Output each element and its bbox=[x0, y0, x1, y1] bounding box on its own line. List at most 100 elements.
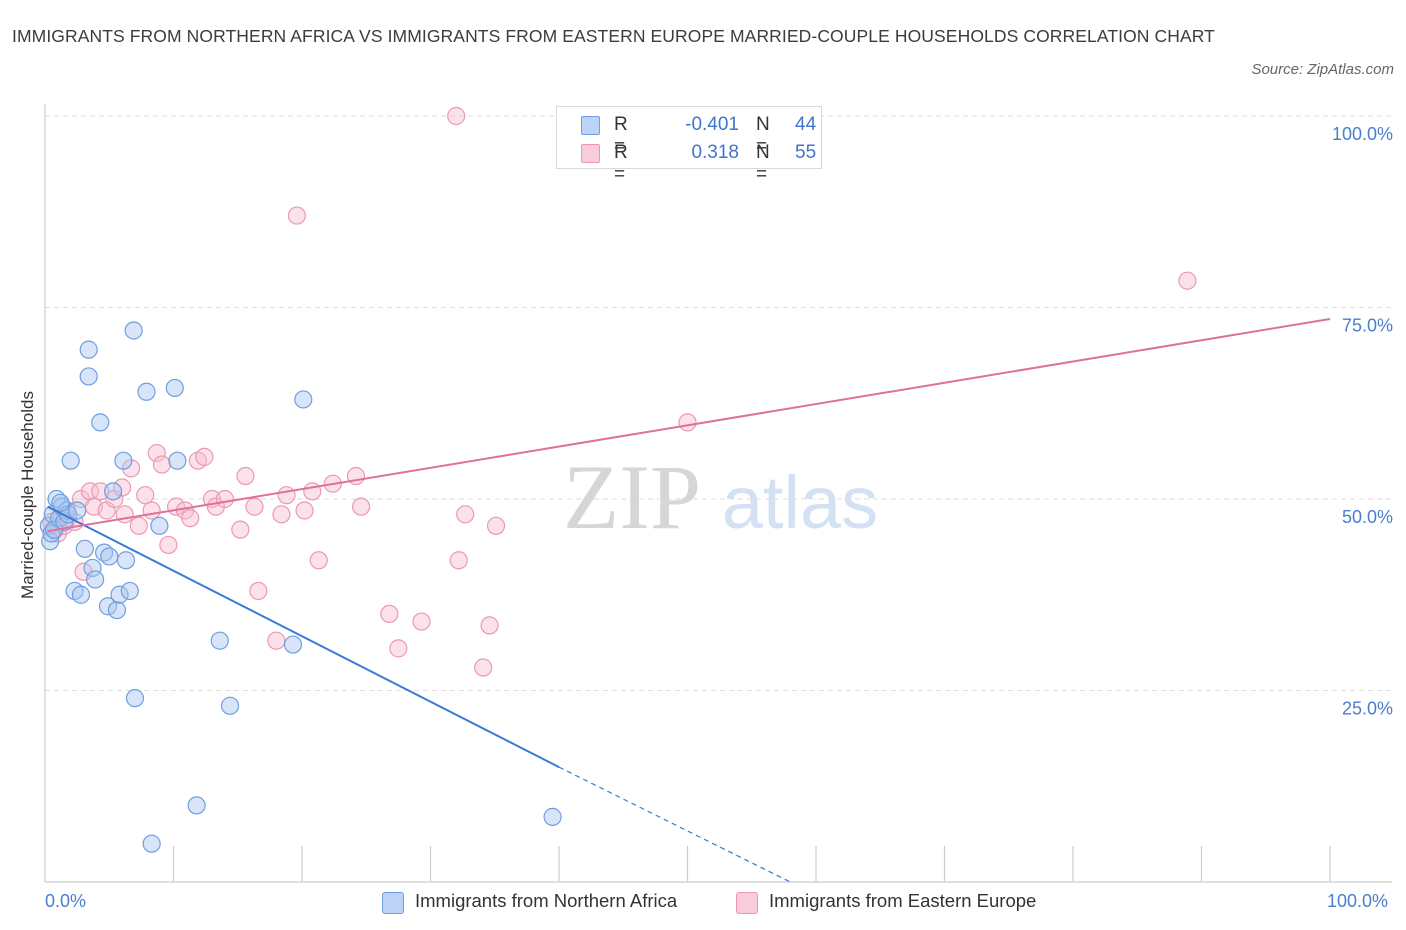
point-northern-africa bbox=[110, 585, 129, 604]
trend-lines bbox=[47, 318, 1331, 883]
point-eastern-europe bbox=[486, 516, 506, 535]
point-northern-africa bbox=[107, 600, 127, 620]
legend-r-value: 0.318 bbox=[691, 142, 739, 163]
point-eastern-europe bbox=[152, 455, 172, 474]
legend-n-value: 44 bbox=[795, 114, 817, 135]
x-tick-label-max: 100.0% bbox=[1327, 891, 1389, 911]
point-eastern-europe bbox=[147, 443, 166, 463]
point-eastern-europe bbox=[309, 551, 328, 570]
point-northern-africa bbox=[79, 367, 98, 386]
point-northern-africa bbox=[168, 451, 187, 470]
point-eastern-europe bbox=[389, 639, 408, 658]
point-eastern-europe bbox=[121, 459, 141, 478]
legend-swatch-blue bbox=[581, 116, 600, 135]
point-northern-africa bbox=[104, 482, 123, 501]
point-northern-africa bbox=[283, 635, 303, 654]
trend-line-northern-africa-extension bbox=[558, 766, 791, 883]
point-northern-africa bbox=[150, 516, 169, 535]
point-eastern-europe bbox=[112, 478, 132, 497]
point-northern-africa bbox=[116, 551, 136, 570]
x-tick-label-min: 0.0% bbox=[45, 891, 87, 911]
legend-n-label: N = bbox=[756, 142, 770, 185]
point-northern-africa bbox=[68, 501, 87, 520]
point-eastern-europe bbox=[380, 604, 399, 624]
legend-label-northern-africa: Immigrants from Northern Africa bbox=[415, 890, 678, 911]
point-eastern-europe bbox=[236, 466, 255, 486]
legend-n-value: 55 bbox=[795, 142, 817, 163]
point-eastern-europe bbox=[129, 516, 148, 535]
legend-swatch-pink bbox=[581, 144, 600, 163]
point-eastern-europe bbox=[142, 501, 161, 520]
point-eastern-europe bbox=[91, 482, 110, 501]
point-northern-africa bbox=[142, 834, 161, 853]
point-northern-africa bbox=[220, 696, 240, 715]
point-eastern-europe bbox=[287, 206, 306, 225]
legend-r-label: R = bbox=[614, 114, 628, 157]
y-tick-label: 75.0% bbox=[1342, 316, 1393, 336]
point-eastern-europe bbox=[267, 631, 286, 650]
point-eastern-europe bbox=[447, 106, 466, 126]
point-northern-africa bbox=[100, 547, 119, 566]
point-northern-africa bbox=[294, 390, 313, 409]
point-eastern-europe bbox=[295, 501, 314, 520]
point-northern-africa bbox=[51, 493, 70, 512]
point-eastern-europe bbox=[80, 482, 100, 501]
watermark: ZIP atlas bbox=[563, 446, 878, 548]
point-eastern-europe bbox=[480, 616, 499, 635]
point-eastern-europe bbox=[245, 497, 264, 516]
source-label: Source: ZipAtlas.com bbox=[1251, 61, 1394, 78]
legend-swatch-blue bbox=[382, 892, 404, 914]
point-eastern-europe bbox=[195, 447, 214, 466]
trend-line-eastern-europe bbox=[47, 318, 1331, 533]
point-northern-africa bbox=[75, 539, 94, 558]
y-tick-label: 25.0% bbox=[1342, 699, 1393, 719]
point-northern-africa bbox=[114, 451, 133, 470]
chart-title: IMMIGRANTS FROM NORTHERN AFRICA VS IMMIG… bbox=[12, 26, 1215, 46]
point-eastern-europe bbox=[678, 413, 697, 432]
point-northern-africa bbox=[125, 689, 145, 708]
point-eastern-europe bbox=[136, 486, 155, 505]
trend-line-northern-africa bbox=[47, 505, 560, 768]
point-eastern-europe bbox=[474, 658, 493, 677]
legend-label-eastern-europe: Immigrants from Eastern Europe bbox=[769, 890, 1037, 911]
legend-n-label: N = bbox=[756, 114, 770, 157]
grid-lines bbox=[45, 115, 1392, 691]
point-northern-africa bbox=[165, 378, 184, 398]
point-eastern-europe bbox=[215, 489, 234, 509]
point-eastern-europe bbox=[159, 535, 178, 555]
point-eastern-europe bbox=[181, 509, 200, 528]
legend-r-value: -0.401 bbox=[685, 114, 739, 135]
point-northern-africa bbox=[71, 585, 91, 604]
watermark-atlas: atlas bbox=[722, 461, 878, 544]
point-eastern-europe bbox=[456, 505, 475, 524]
axes bbox=[44, 104, 1392, 883]
correlation-legend: R = -0.401 N = 44 R = 0.318 N = 55 bbox=[556, 106, 822, 185]
point-northern-africa bbox=[120, 581, 139, 601]
point-northern-africa bbox=[98, 597, 118, 616]
y-tick-label: 100.0% bbox=[1332, 124, 1393, 144]
point-northern-africa bbox=[86, 570, 105, 589]
legend-swatch-pink bbox=[736, 892, 758, 914]
point-northern-africa bbox=[41, 532, 60, 551]
point-eastern-europe bbox=[231, 520, 250, 539]
point-northern-africa bbox=[61, 451, 80, 470]
legend-r-label: R = bbox=[614, 142, 628, 185]
y-tick-label: 50.0% bbox=[1342, 507, 1393, 527]
point-northern-africa bbox=[210, 631, 229, 650]
point-eastern-europe bbox=[352, 497, 371, 516]
point-northern-africa bbox=[79, 340, 98, 359]
watermark-zip: ZIP bbox=[563, 446, 701, 548]
point-eastern-europe bbox=[249, 581, 268, 601]
point-northern-africa bbox=[187, 796, 206, 815]
point-northern-africa bbox=[137, 382, 156, 401]
point-eastern-europe bbox=[412, 612, 431, 631]
point-eastern-europe bbox=[272, 505, 291, 524]
point-northern-africa bbox=[124, 321, 143, 340]
point-eastern-europe bbox=[1178, 271, 1197, 290]
point-eastern-europe bbox=[277, 486, 296, 505]
point-eastern-europe bbox=[449, 551, 468, 570]
y-tick-labels: 25.0% 50.0% 75.0% 100.0% bbox=[1332, 124, 1393, 719]
point-northern-africa bbox=[83, 558, 102, 578]
point-northern-africa bbox=[543, 807, 562, 826]
